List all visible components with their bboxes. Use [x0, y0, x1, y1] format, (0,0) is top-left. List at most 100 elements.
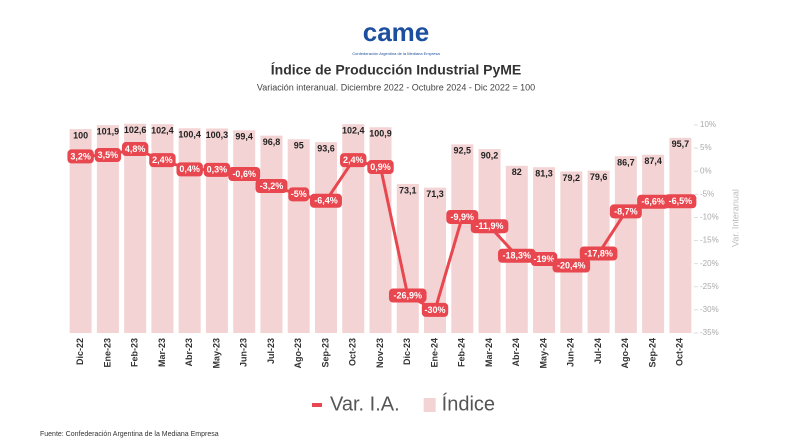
data-label: -3,2%: [260, 181, 284, 191]
data-label-box: [203, 162, 231, 177]
data-label-box: [388, 288, 427, 303]
data-label: -8,7%: [614, 206, 638, 216]
chart-subtitle: Variación interanual. Diciembre 2022 - O…: [257, 82, 535, 92]
data-label-box: [255, 179, 288, 194]
x-tick-label: Sep-24: [647, 338, 657, 368]
data-label: -26,9%: [393, 290, 422, 300]
y2-tick-label: -15%: [700, 236, 719, 245]
logo-subtitle: Confederación Argentina de la Mediana Em…: [352, 51, 440, 56]
bar-value-label: 100,9: [369, 129, 392, 139]
x-tick-label: May-24: [538, 338, 548, 369]
bar: [260, 135, 283, 333]
x-tick-label: Abr-24: [511, 338, 521, 367]
data-label-box: [579, 246, 618, 261]
bar-value-label: 71,3: [426, 189, 444, 199]
bar-value-label: 82: [512, 167, 522, 177]
bar: [287, 139, 310, 333]
logo: came: [363, 17, 430, 47]
bar: [478, 149, 501, 333]
x-tick-label: Feb-24: [457, 338, 467, 367]
x-tick-label: Jun-23: [239, 338, 249, 367]
x-tick-label: Dic-23: [402, 338, 412, 365]
x-tick-label: Feb-23: [130, 338, 140, 367]
y2-tick-label: -5%: [700, 189, 714, 198]
x-tick-label: Jul-24: [593, 338, 603, 364]
data-label-box: [309, 193, 342, 208]
data-label-box: [446, 209, 479, 224]
legend-label: Var. I.A.: [330, 393, 400, 415]
data-label: -19%: [534, 254, 555, 264]
y2-tick-label: -35%: [700, 328, 719, 337]
x-tick-label: Nov-23: [375, 338, 385, 368]
x-tick-label: Ene-23: [102, 338, 112, 368]
x-tick-label: Mar-23: [157, 338, 167, 367]
bar-value-label: 100: [73, 130, 88, 140]
data-label-box: [121, 142, 149, 157]
bar: [642, 154, 665, 333]
bar-value-label: 100,3: [206, 130, 229, 140]
y2-tick-label: 5%: [700, 143, 712, 152]
bar-value-label: 95,7: [672, 139, 690, 149]
bar: [178, 128, 201, 333]
bar: [342, 124, 365, 333]
data-label-box: [340, 153, 367, 168]
bar-value-label: 95: [294, 141, 304, 151]
data-label: -20,4%: [557, 260, 586, 270]
y2-axis-title: Var. Interanual: [730, 189, 740, 247]
data-label: 0,9%: [370, 162, 391, 172]
bar-value-label: 73,1: [399, 185, 417, 195]
bar: [69, 129, 92, 333]
data-label-box: [176, 162, 203, 177]
data-label: -6,6%: [641, 197, 665, 207]
data-label: -18,3%: [503, 251, 532, 261]
data-label: -5%: [291, 189, 307, 199]
x-tick-label: Jul-23: [266, 338, 276, 364]
data-label: -6,5%: [669, 196, 693, 206]
data-label: 3,5%: [98, 150, 119, 160]
bar-value-label: 87,4: [644, 156, 662, 166]
bar: [96, 125, 119, 333]
data-label-box: [228, 166, 261, 181]
bar: [369, 127, 392, 333]
bar-value-label: 92,5: [454, 146, 472, 156]
bar-value-label: 79,2: [563, 173, 581, 183]
x-tick-label: Ago-23: [293, 338, 303, 369]
data-label-box: [552, 258, 591, 273]
x-tick-label: Ene-24: [429, 338, 439, 368]
bar-value-label: 102,4: [342, 126, 365, 136]
bar: [314, 142, 337, 333]
bar-value-label: 86,7: [617, 158, 635, 168]
data-label: 2,4%: [343, 155, 364, 165]
x-tick-label: Sep-23: [320, 338, 330, 368]
bar-value-label: 90,2: [481, 150, 499, 160]
bar: [560, 171, 583, 333]
data-label: 0,3%: [207, 165, 228, 175]
data-label: -6,4%: [314, 196, 338, 206]
data-label-box: [664, 194, 697, 209]
data-label-box: [149, 153, 176, 168]
bar: [424, 187, 447, 333]
data-label: 3,2%: [70, 151, 91, 161]
bar: [205, 128, 228, 333]
bar: [451, 144, 474, 333]
x-tick-label: May-23: [211, 338, 221, 369]
data-label-box: [421, 302, 449, 317]
chart-title: Índice de Producción Industrial PyME: [271, 62, 522, 78]
bar-value-label: 93,6: [317, 144, 335, 154]
bar-value-label: 81,3: [535, 169, 553, 179]
data-label: 2,4%: [152, 155, 173, 165]
bar-value-label: 102,6: [124, 125, 147, 135]
bar: [151, 124, 174, 333]
data-label-box: [637, 194, 670, 209]
data-label-box: [288, 187, 310, 202]
y2-tick-label: -20%: [700, 259, 719, 268]
data-label-box: [530, 252, 558, 267]
data-label-box: [367, 160, 394, 175]
source: Fuente: Confederación Argentina de la Me…: [40, 431, 219, 438]
bar: [533, 167, 556, 333]
x-tick-label: Oct-23: [348, 338, 358, 366]
bar: [124, 123, 147, 333]
y2-tick-label: -30%: [700, 305, 719, 314]
data-label: -30%: [425, 305, 446, 315]
